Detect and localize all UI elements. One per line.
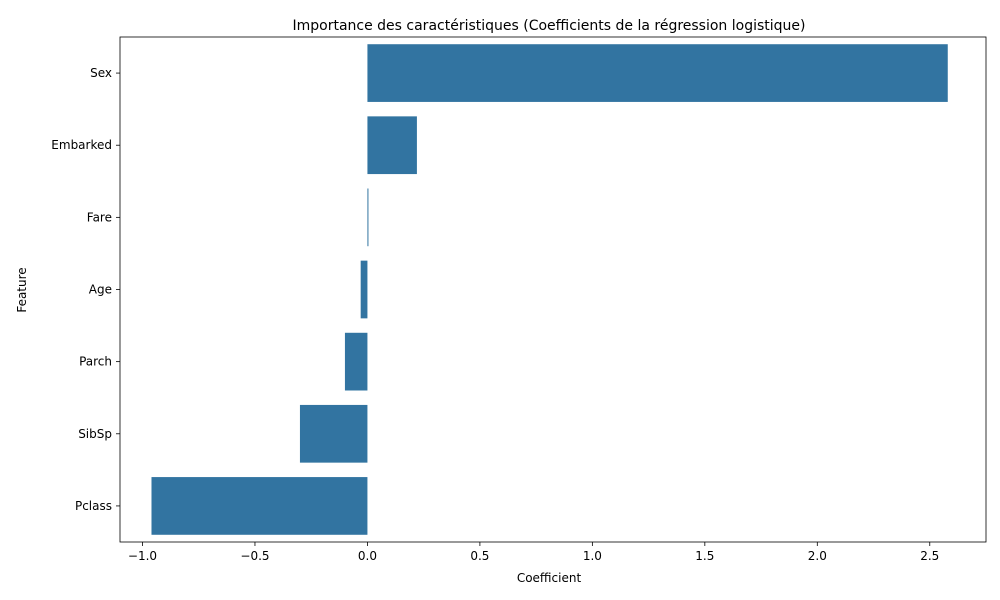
- y-tick-label-fare: Fare: [87, 210, 112, 224]
- x-tick-label: 1.0: [583, 549, 602, 563]
- x-axis-label: Coefficient: [517, 571, 582, 585]
- bar-pclass: [151, 477, 368, 535]
- x-tick-label: 0.5: [470, 549, 489, 563]
- x-tick-label: 1.5: [695, 549, 714, 563]
- y-tick-label-sex: Sex: [90, 66, 112, 80]
- y-tick-label-sibsp: SibSp: [78, 427, 112, 441]
- x-tick-label: −0.5: [240, 549, 269, 563]
- x-axis-ticks: −1.0 −0.5 0.0 0.5 1.0 1.5 2.0 2.5: [128, 542, 939, 563]
- x-tick-label: 2.5: [920, 549, 939, 563]
- y-axis-label: Feature: [15, 267, 29, 312]
- bar-sibsp: [299, 404, 368, 463]
- bar-embarked: [367, 116, 417, 175]
- y-tick-label-embarked: Embarked: [51, 138, 112, 152]
- x-tick-label: 2.0: [808, 549, 827, 563]
- x-tick-label: 0.0: [358, 549, 377, 563]
- bar-sex: [367, 44, 948, 102]
- y-tick-label-age: Age: [89, 283, 112, 297]
- bar-fare: [367, 188, 369, 247]
- y-tick-label-parch: Parch: [79, 355, 112, 369]
- x-tick-label: −1.0: [128, 549, 157, 563]
- bar-parch: [344, 332, 368, 391]
- plot-frame: [119, 36, 987, 543]
- chart-title: Importance des caractéristiques (Coeffic…: [292, 18, 805, 34]
- bars-group: [151, 44, 948, 535]
- y-axis-ticks: Sex Embarked Fare Age Parch SibSp Pclass: [51, 66, 120, 513]
- bar-age: [360, 260, 368, 319]
- y-tick-label-pclass: Pclass: [75, 499, 112, 513]
